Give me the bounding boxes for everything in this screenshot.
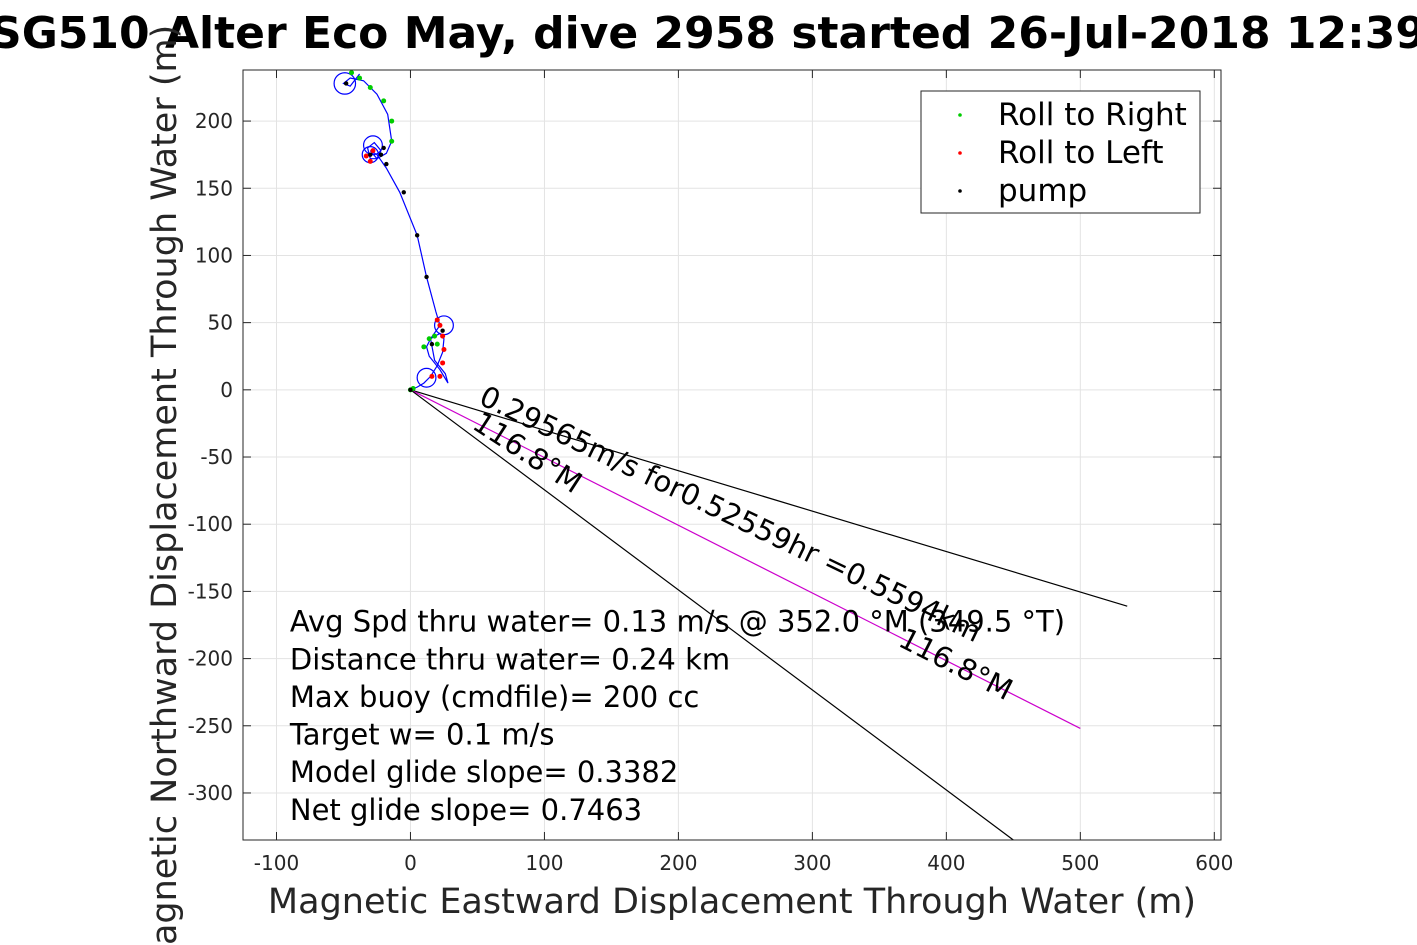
ticks: -100 0 100 200 300 400 500 600-300-250-200-150-… bbox=[188, 70, 1233, 875]
roll-right-point bbox=[349, 70, 355, 76]
roll-right-point bbox=[426, 336, 432, 342]
legend-roll-left-label: Roll to Left bbox=[998, 135, 1164, 171]
x-tick-label: 600 bbox=[1195, 851, 1233, 875]
y-axis-label: Magnetic Northward Displacement Through … bbox=[145, 25, 185, 945]
legend-pump-marker bbox=[958, 189, 962, 193]
roll-right-point bbox=[357, 75, 363, 81]
pump-point bbox=[424, 274, 429, 280]
pump-point bbox=[408, 387, 413, 393]
y-tick-label: 50 bbox=[208, 311, 233, 335]
turn-circle bbox=[362, 135, 383, 156]
roll-left-point bbox=[440, 360, 446, 366]
pump-point bbox=[381, 145, 386, 151]
legend-roll-left-marker bbox=[958, 151, 962, 155]
roll-left-point bbox=[437, 373, 443, 379]
legend: Roll to Right Roll to Left pump bbox=[920, 90, 1201, 214]
chart-title: SG510 Alter Eco May, dive 2958 started 2… bbox=[0, 8, 1417, 59]
roll-right-point bbox=[434, 341, 440, 347]
x-tick-label: 500 bbox=[1061, 851, 1099, 875]
stats-annotation: Model glide slope= 0.3382 bbox=[290, 755, 678, 789]
roll-right-point bbox=[389, 118, 395, 124]
x-tick-label: 300 bbox=[793, 851, 831, 875]
roll-left-point bbox=[440, 333, 446, 339]
x-axis-label: Magnetic Eastward Displacement Through W… bbox=[268, 882, 1196, 922]
pump-point bbox=[414, 233, 420, 238]
y-tick-label: 150 bbox=[195, 176, 233, 200]
legend-roll-right-marker bbox=[958, 113, 962, 117]
pump-point bbox=[378, 152, 384, 157]
roll-left-point bbox=[441, 347, 447, 353]
x-tick-label: 100 bbox=[525, 851, 563, 875]
stats-annotation: Avg Spd thru water= 0.13 m/s @ 352.0 °M … bbox=[290, 605, 1065, 639]
y-tick-label: -200 bbox=[188, 647, 233, 671]
y-tick-label: 200 bbox=[195, 109, 233, 133]
pump-point bbox=[401, 190, 406, 195]
roll-right-point bbox=[367, 84, 373, 90]
turn-circle bbox=[416, 367, 437, 388]
x-tick-label: -100 bbox=[254, 851, 299, 875]
y-tick-label: -100 bbox=[188, 512, 233, 536]
stats-annotation: Distance thru water= 0.24 km bbox=[290, 642, 730, 676]
roll-right-point bbox=[421, 344, 427, 350]
legend-pump-label: pump bbox=[998, 173, 1087, 209]
legend-box bbox=[920, 90, 1201, 214]
roll-left-point bbox=[370, 148, 376, 154]
roll-left-point bbox=[429, 373, 435, 379]
x-tick-label: 200 bbox=[659, 851, 697, 875]
legend-roll-right-label: Roll to Right bbox=[998, 97, 1187, 133]
y-tick-label: 100 bbox=[195, 243, 233, 267]
stats-annotation: Net glide slope= 0.7463 bbox=[290, 793, 642, 827]
roll-right-point bbox=[389, 138, 395, 144]
y-tick-label: -250 bbox=[188, 714, 233, 738]
roll-left-point bbox=[434, 317, 440, 323]
heading-line bbox=[410, 389, 1014, 841]
roll-right-point bbox=[381, 98, 387, 104]
y-tick-label: -150 bbox=[188, 579, 233, 603]
roll-left-point bbox=[363, 153, 369, 159]
roll-right-point bbox=[432, 333, 438, 339]
heading-line bbox=[410, 389, 1128, 607]
heading-line bbox=[410, 389, 1081, 729]
pump-point bbox=[440, 328, 445, 333]
data-layer bbox=[333, 70, 1128, 841]
stats-annotation: Max buoy (cmdfile)= 200 cc bbox=[290, 680, 699, 714]
x-tick-label: 0 bbox=[404, 851, 417, 875]
roll-left-point bbox=[367, 158, 373, 164]
y-tick-label: -50 bbox=[200, 445, 233, 469]
turn-circle bbox=[333, 72, 357, 95]
pump-point bbox=[384, 161, 389, 167]
axes-box bbox=[242, 69, 1222, 841]
pump-point bbox=[343, 81, 349, 86]
pump-point bbox=[429, 341, 435, 347]
y-tick-label: 0 bbox=[220, 378, 233, 402]
stats-annotation: Target w= 0.1 m/s bbox=[289, 718, 555, 752]
pump-point bbox=[368, 152, 373, 157]
y-tick-label: -300 bbox=[188, 781, 233, 805]
x-tick-label: 400 bbox=[927, 851, 965, 875]
roll-left-point bbox=[437, 322, 443, 328]
